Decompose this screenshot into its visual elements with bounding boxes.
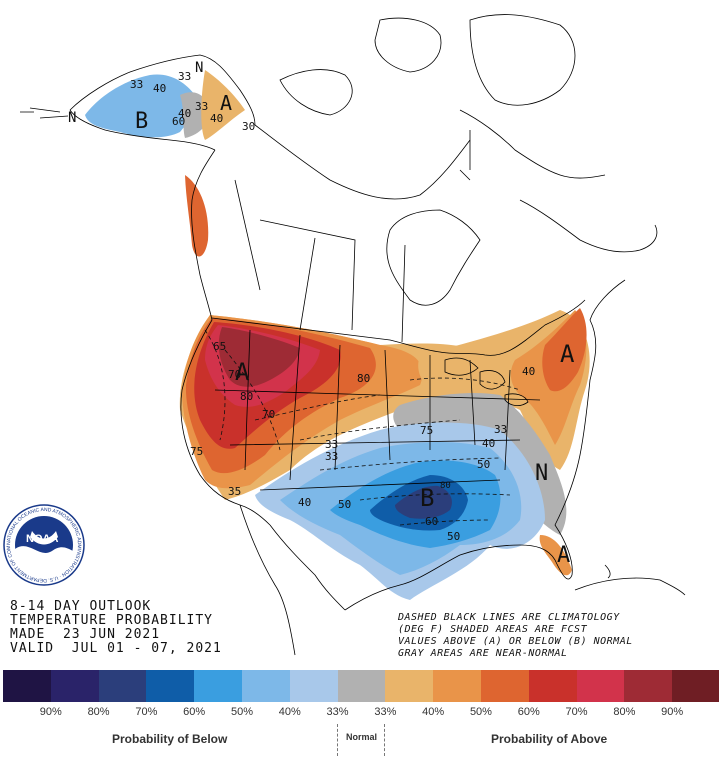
- legend-percent-12: 80%: [613, 706, 636, 718]
- legend-percent-13: 90%: [661, 706, 684, 718]
- legend-percentages: 90% 80% 70% 60% 50% 40% 33% 33% 40% 50% 60% 70% 80% 9…: [27, 706, 696, 718]
- legend-swatch-3: [146, 670, 195, 702]
- northeast-above-60: [542, 308, 587, 392]
- legend-swatch-11: [528, 670, 577, 702]
- legend-swatch-7: [337, 670, 386, 702]
- svg-text:70: 70: [228, 368, 241, 381]
- conus-above-90: [218, 327, 300, 387]
- svg-text:40: 40: [153, 82, 166, 95]
- legend-normal-caption: Normal: [346, 732, 378, 742]
- legend-swatch-8: [385, 670, 434, 702]
- svg-text:70: 70: [262, 408, 275, 421]
- noaa-logo: NOAA NATIONAL OCEANIC AND ATMOSPHERIC AD…: [3, 504, 85, 586]
- legend-swatch-4: [194, 670, 242, 702]
- florida-above-area: [539, 535, 572, 576]
- svg-text:33: 33: [178, 70, 191, 83]
- legend-swatches: [3, 670, 719, 702]
- svg-text:60: 60: [172, 115, 185, 128]
- label-b-plains: B: [420, 484, 434, 512]
- alaska-above-area: [201, 70, 245, 140]
- legend-percent-9: 50%: [469, 706, 492, 718]
- notes-block: DASHED BLACK LINES ARE CLIMATOLOGY (DEG …: [398, 612, 633, 660]
- svg-text:40: 40: [482, 437, 495, 450]
- legend-swatch-14: [672, 670, 719, 702]
- title-line-2: TEMPERATURE PROBABILITY: [10, 613, 214, 628]
- legend-percent-4: 50%: [230, 706, 253, 718]
- svg-text:30: 30: [242, 120, 255, 133]
- map-labels: A A A A B B N N N 65 70 80 80 70 75 35 4…: [68, 60, 575, 568]
- legend-divider-right: [384, 724, 385, 756]
- legend-swatch-5: [241, 670, 290, 702]
- legend-swatch-12: [576, 670, 625, 702]
- legend-percent-0: 90%: [39, 706, 62, 718]
- label-n-southeast: N: [535, 461, 548, 486]
- svg-text:60: 60: [425, 515, 438, 528]
- svg-text:75: 75: [190, 445, 203, 458]
- legend-swatch-2: [98, 670, 147, 702]
- climatology-lines: [204, 329, 521, 526]
- svg-text:33: 33: [325, 450, 338, 463]
- svg-text:40: 40: [210, 112, 223, 125]
- legend-swatch-6: [289, 670, 338, 702]
- svg-text:40: 40: [522, 365, 535, 378]
- probability-legend: 90% 80% 70% 60% 50% 40% 33% 33% 40% 50% 60% 70% 80% 9…: [0, 670, 719, 760]
- svg-text:33: 33: [195, 100, 208, 113]
- alaska-below-area: [85, 74, 197, 138]
- legend-above-caption: Probability of Above: [491, 732, 608, 746]
- legend-percent-7: 33%: [374, 706, 397, 718]
- svg-text:80: 80: [240, 390, 253, 403]
- label-b-alaska: B: [135, 109, 148, 134]
- note-line-3: VALUES ABOVE (A) OR BELOW (B) NORMAL: [398, 636, 633, 647]
- label-a-florida: A: [557, 543, 570, 568]
- svg-text:80: 80: [357, 372, 370, 385]
- svg-text:35: 35: [228, 485, 241, 498]
- title-block: 8-14 DAY OUTLOOK TEMPERATURE PROBABILITY…: [10, 600, 222, 656]
- label-n-mainland: N: [68, 110, 76, 126]
- label-a-northeast: A: [560, 340, 575, 368]
- legend-percent-5: 40%: [278, 706, 301, 718]
- legend-swatch-1: [50, 670, 99, 702]
- label-n-alaska: N: [195, 60, 203, 76]
- svg-text:33: 33: [130, 78, 143, 91]
- svg-text:40: 40: [178, 107, 191, 120]
- svg-text:80: 80: [440, 481, 451, 491]
- title-line-4: VALID JUL 01 - 07, 2021: [10, 641, 222, 656]
- note-line-2: (DEG F) SHADED AREAS ARE FCST: [398, 624, 588, 635]
- title-line-3: MADE 23 JUN 2021: [10, 627, 161, 642]
- legend-percent-10: 60%: [517, 706, 540, 718]
- svg-text:75: 75: [420, 424, 433, 437]
- legend-divider-left: [337, 724, 338, 756]
- legend-swatch-0: [3, 670, 51, 702]
- legend-percent-3: 60%: [183, 706, 206, 718]
- svg-text:40: 40: [298, 496, 311, 509]
- legend-below-caption: Probability of Below: [112, 732, 228, 746]
- legend-percent-8: 40%: [422, 706, 445, 718]
- svg-text:50: 50: [338, 498, 351, 511]
- boundaries: [20, 14, 686, 656]
- svg-text:65: 65: [213, 340, 226, 353]
- legend-swatch-10: [480, 670, 529, 702]
- svg-text:50: 50: [447, 530, 460, 543]
- note-line-4: GRAY AREAS ARE NEAR-NORMAL: [398, 648, 568, 659]
- legend-percent-11: 70%: [565, 706, 588, 718]
- svg-text:50: 50: [477, 458, 490, 471]
- legend-percent-1: 80%: [87, 706, 110, 718]
- legend-percent-2: 70%: [135, 706, 158, 718]
- bc-coast-above-area: [185, 175, 209, 257]
- title-line-1: 8-14 DAY OUTLOOK: [10, 599, 152, 614]
- label-a-west: A: [235, 358, 250, 386]
- outlook-map: A A A A B B N N N 65 70 80 80 70 75 35 4…: [3, 14, 686, 656]
- legend-swatch-9: [433, 670, 481, 702]
- svg-text:33: 33: [494, 423, 507, 436]
- note-line-1: DASHED BLACK LINES ARE CLIMATOLOGY: [398, 612, 620, 623]
- shaded-areas: [85, 70, 590, 600]
- svg-text:33: 33: [325, 438, 338, 451]
- noaa-logo-text: NOAA: [26, 533, 58, 545]
- legend-percent-6: 33%: [326, 706, 349, 718]
- legend-swatch-13: [624, 670, 673, 702]
- label-a-alaska: A: [220, 91, 232, 115]
